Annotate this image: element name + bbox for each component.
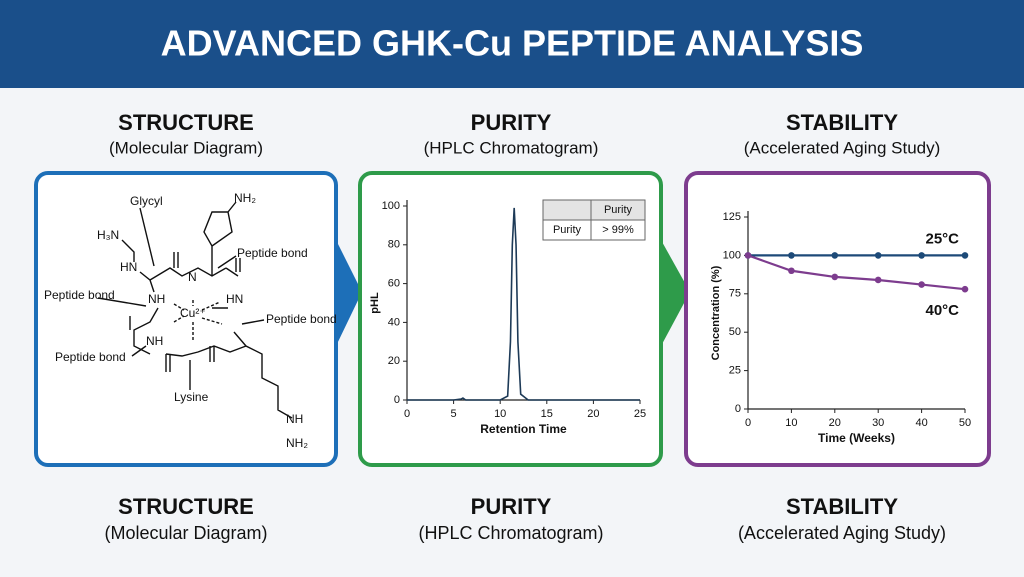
chart: 0 25 50 75 100 125 0 10 20 30 40 50 Time (Weeks) Conc… (710, 211, 971, 445)
atom-label: HN (120, 260, 137, 274)
coordination-bonds (173, 300, 223, 340)
atom-label: NH (148, 292, 165, 306)
y-axis-label: Concentration (%) (710, 265, 722, 360)
atom-label: N (188, 270, 197, 284)
y-tick-label: 100 (382, 200, 400, 212)
panel-title: STRUCTURE (118, 110, 254, 135)
footer-title: STRUCTURE (118, 494, 254, 519)
annotation: Glycyl (130, 194, 163, 208)
table-header: Purity (604, 204, 633, 216)
y-tick-label: 20 (388, 355, 400, 367)
footer-title: PURITY (471, 494, 552, 519)
atom-label: NH (286, 412, 303, 426)
table-cell: Purity (553, 224, 582, 236)
legend-label: 25°C (925, 230, 959, 247)
annotation: Lysine (174, 390, 209, 404)
annotation: Peptide bond (55, 350, 126, 364)
x-tick-label: 30 (872, 417, 884, 429)
series-line (407, 207, 640, 401)
x-tick-label: 25 (634, 408, 646, 420)
x-tick-label: 10 (785, 417, 797, 429)
point (744, 252, 752, 259)
x-tick-label: 0 (404, 408, 410, 420)
atom-label: NH₂ (234, 191, 256, 205)
footer-subtitle: (Molecular Diagram) (104, 523, 267, 543)
annotation: Peptide bond (44, 288, 115, 302)
y-tick-label: 40 (388, 316, 400, 328)
point (918, 281, 925, 288)
point (831, 252, 839, 259)
atom-label: H₃N (97, 228, 119, 242)
y-tick-label: 60 (388, 278, 400, 290)
atom-label: NH₂ (286, 436, 308, 450)
bonds (121, 201, 293, 419)
footer-subtitle: (HPLC Chromatogram) (418, 523, 603, 543)
panel-subtitle: (Accelerated Aging Study) (744, 138, 941, 157)
atom-label: HN (226, 292, 243, 306)
y-tick-label: 25 (729, 365, 741, 377)
x-tick-label: 5 (451, 408, 457, 420)
atom-label: NH (146, 334, 163, 348)
annotation: Peptide bond (266, 312, 337, 326)
chart: 0 20 40 60 80 100 0 5 10 15 20 25 Retention Time pHL P… (369, 199, 646, 436)
series-line (747, 254, 966, 291)
footer-subtitle: (Accelerated Aging Study) (738, 523, 946, 543)
legend-label: 40°C (925, 302, 959, 319)
point (961, 252, 969, 259)
x-tick-label: 0 (745, 417, 751, 429)
y-tick-label: 75 (729, 288, 741, 300)
footer: STRUCTURE (Molecular Diagram) PURITY (HP… (104, 494, 946, 543)
x-tick-label: 50 (959, 417, 971, 429)
y-tick-label: 100 (723, 249, 741, 261)
panel-subtitle: (Molecular Diagram) (109, 138, 263, 157)
y-axis-label: pHL (369, 292, 381, 314)
y-tick-label: 125 (723, 211, 741, 223)
atom-label: Cu²⁺ (180, 306, 206, 320)
point (874, 252, 882, 259)
y-tick-label: 80 (388, 239, 400, 251)
molecule: H₃N Glycyl NH₂ HN Peptide bond Peptide b… (44, 191, 337, 450)
arrow (661, 240, 690, 346)
x-axis-label: Retention Time (480, 422, 567, 436)
x-tick-label: 40 (915, 417, 927, 429)
structure-panel (34, 171, 338, 467)
x-tick-label: 10 (494, 408, 506, 420)
y-tick-label: 50 (729, 326, 741, 338)
arrow (336, 240, 362, 346)
table-cell: > 99% (602, 224, 634, 236)
x-axis-label: Time (Weeks) (818, 431, 895, 445)
x-tick-label: 20 (587, 408, 599, 420)
header-band (0, 0, 1024, 88)
panel-titles: STRUCTURE (Molecular Diagram) PURITY (HP… (109, 110, 940, 158)
annotation: Peptide bond (237, 246, 308, 260)
pointers (97, 207, 265, 390)
point (788, 252, 795, 259)
point (831, 273, 839, 281)
x-tick-label: 20 (829, 417, 841, 429)
header-title: ADVANCED GHK-Cu PEPTIDE ANALYSIS (161, 23, 864, 64)
point (788, 267, 795, 275)
y-tick-label: 0 (394, 394, 400, 406)
panel-subtitle: (HPLC Chromatogram) (424, 138, 599, 157)
table-row-bg (542, 219, 646, 241)
x-tick-label: 15 (541, 408, 553, 420)
panel-title: PURITY (471, 110, 552, 135)
point (918, 252, 925, 259)
footer-title: STABILITY (786, 494, 898, 519)
point (874, 276, 882, 284)
panel-title: STABILITY (786, 110, 898, 135)
y-tick-label: 0 (735, 403, 741, 415)
stability-panel (684, 171, 991, 467)
point (961, 285, 969, 293)
